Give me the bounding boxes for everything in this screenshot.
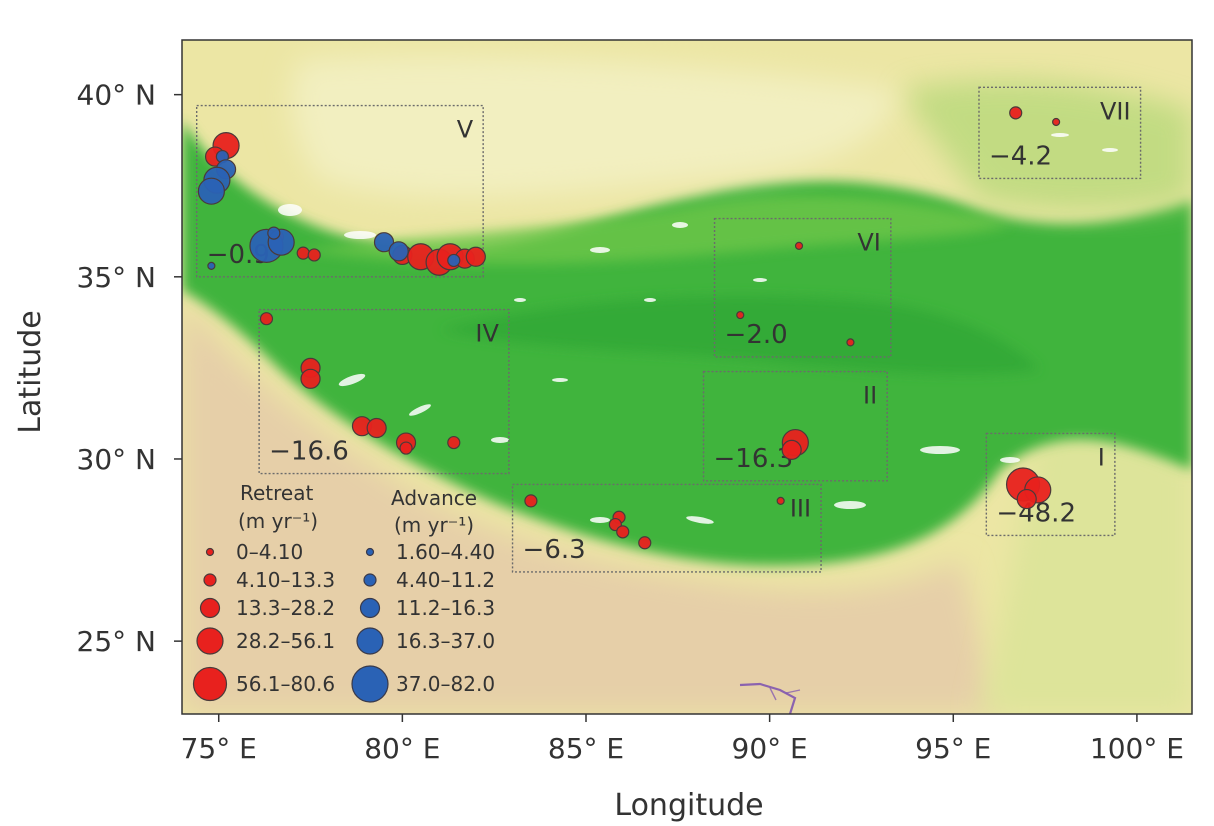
x-axis-ticks: 75° E 80° E 85° E 90° E 95° E 100° E — [181, 714, 1184, 765]
retreat-point — [399, 441, 413, 455]
legend-advance-units: (m yr⁻¹) — [394, 513, 474, 537]
x-tick-label: 100° E — [1090, 732, 1184, 765]
x-tick-label: 90° E — [732, 732, 808, 765]
advance-point — [447, 253, 461, 268]
legend-advance-class: 1.60–4.40 — [396, 540, 495, 564]
advance-point — [267, 226, 281, 240]
region-box — [978, 86, 1142, 180]
legend-advance-class: 4.40–11.2 — [396, 568, 495, 592]
legend-retreat-symbol — [205, 547, 215, 557]
region-box — [985, 432, 1116, 537]
x-axis-label: Longitude — [614, 788, 763, 823]
retreat-point — [794, 241, 804, 250]
region-box — [258, 308, 510, 475]
y-axis-label: Latitude — [13, 310, 48, 433]
retreat-point — [638, 536, 652, 550]
legend-advance-symbol — [359, 597, 381, 619]
region-id-label: IV — [475, 320, 499, 348]
y-tick-label: 25° N — [77, 625, 156, 658]
y-axis-ticks: 25° N 30° N 35° N 40° N — [77, 79, 182, 658]
retreat-point — [300, 368, 321, 389]
legend-advance-class: 16.3–37.0 — [396, 629, 495, 653]
plot-frame — [181, 39, 1193, 715]
retreat-point — [307, 248, 321, 262]
region-id-label: VII — [1100, 97, 1131, 125]
retreat-point — [1016, 488, 1037, 510]
x-tick-label: 75° E — [181, 732, 257, 765]
legend-advance-class: 11.2–16.3 — [396, 596, 495, 620]
legend-advance-symbol — [363, 573, 377, 587]
region-id-label: II — [863, 382, 877, 410]
legend-retreat-class: 0–4.10 — [236, 540, 303, 564]
retreat-point — [296, 246, 310, 260]
legend-retreat-symbol — [196, 627, 224, 655]
legend-retreat-symbol — [199, 597, 221, 619]
x-tick-label: 85° E — [548, 732, 624, 765]
legend-retreat-symbol — [192, 666, 228, 702]
region-box — [511, 483, 822, 573]
region-mean-label: −16.6 — [269, 437, 349, 467]
retreat-point — [1009, 106, 1023, 120]
region-mean-label: −48.2 — [996, 498, 1076, 528]
region-id-label: I — [1098, 443, 1105, 471]
legend-advance-title: Advance — [391, 486, 477, 510]
y-tick-label: 30° N — [77, 443, 156, 476]
retreat-point — [781, 439, 802, 460]
region-mean-label: −16.3 — [714, 444, 794, 474]
legend-items: 0–4.10 1.60–4.40 4.10–13.3 4.40–11.2 13.3–28… — [192, 540, 495, 703]
advance-point — [207, 261, 216, 270]
region-mean-label: −6.3 — [523, 535, 586, 565]
legend-retreat-class: 28.2–56.1 — [236, 629, 335, 653]
legend-advance-class: 37.0–82.0 — [396, 672, 495, 696]
legend-retreat-units: (m yr⁻¹) — [238, 509, 318, 533]
region-id-label: V — [457, 116, 474, 144]
retreat-point — [447, 435, 461, 450]
legend-retreat-class: 56.1–80.6 — [236, 672, 335, 696]
legend-advance-symbol — [351, 665, 389, 703]
glacier-points-layer — [197, 106, 1061, 550]
legend-retreat-symbol — [203, 573, 217, 587]
region-mean-label: −4.2 — [989, 141, 1052, 171]
legend-advance-symbol — [365, 547, 375, 557]
x-tick-label: 80° E — [364, 732, 440, 765]
retreat-point — [776, 496, 785, 505]
y-tick-label: 40° N — [77, 79, 156, 112]
legend-retreat-title: Retreat — [240, 481, 313, 505]
advance-point — [388, 241, 409, 262]
legend-advance-symbol — [356, 627, 384, 655]
retreat-point — [1052, 117, 1061, 127]
retreat-point — [366, 417, 387, 439]
retreat-point — [259, 312, 274, 326]
legend-retreat-class: 13.3–28.2 — [236, 596, 335, 620]
y-tick-label: 35° N — [77, 261, 156, 294]
region-box — [702, 370, 888, 482]
region-box — [713, 217, 892, 358]
advance-point — [197, 177, 225, 205]
advance-point — [373, 232, 395, 253]
legend-retreat-class: 4.10–13.3 — [236, 568, 335, 592]
retreat-point — [465, 246, 486, 267]
retreat-point — [616, 525, 630, 539]
retreat-point — [736, 310, 745, 320]
x-tick-label: 95° E — [915, 732, 991, 765]
retreat-point — [846, 338, 855, 347]
legend: Retreat (m yr⁻¹) Advance (m yr⁻¹) 0–4.10… — [192, 481, 495, 703]
region-id-label: VI — [857, 229, 881, 257]
region-mean-label: −2.0 — [725, 320, 788, 350]
terrain-basemap — [182, 40, 1192, 714]
region-id-label: III — [790, 494, 811, 522]
retreat-point — [524, 494, 538, 508]
region-box — [195, 104, 484, 278]
